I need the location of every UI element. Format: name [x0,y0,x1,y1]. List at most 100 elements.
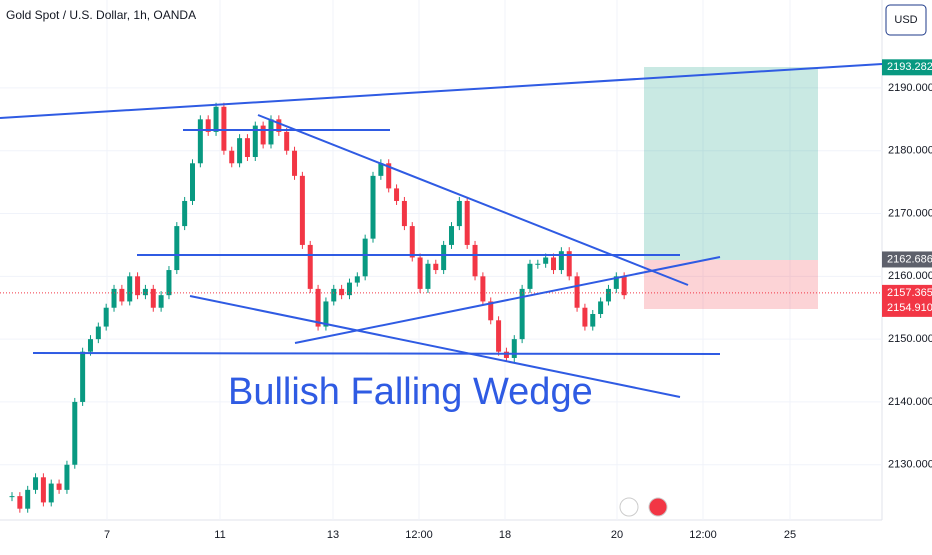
candle [17,496,23,509]
trend-line [189,295,681,398]
candle [127,276,133,302]
time-tick-label: 25 [784,529,796,541]
event-icon[interactable] [619,497,639,517]
candle [582,307,588,327]
candle [590,314,596,327]
price-label-bg [882,59,932,76]
candle [621,276,627,296]
candle [519,288,525,340]
candle [56,483,62,490]
time-tick-label: 13 [327,529,339,541]
candle [401,200,407,227]
candle [87,339,93,352]
candle [409,226,415,258]
price-label: 2154.910 [887,302,932,314]
drawings [0,63,883,398]
candle [111,288,117,308]
candle [158,295,164,308]
candle [135,276,141,296]
trend-line [0,63,883,119]
price-tick-label: 2170.000 [888,207,932,219]
price-label-bg [882,300,932,317]
candle [323,301,329,327]
candle [174,226,180,271]
candle [362,238,368,277]
candle [166,270,172,296]
price-label: 2193.282 [887,61,932,73]
price-label: 2157.365 [887,287,932,299]
price-axis-bg [882,0,932,550]
target-zone [644,67,818,260]
price-tick-label: 2190.000 [888,82,932,94]
candle [480,276,486,302]
symbol-title: Gold Spot / U.S. Dollar, 1h, OANDA [6,8,196,22]
price-label: 2162.686 [887,253,932,265]
candle [339,288,345,296]
time-tick-label: 18 [499,529,511,541]
price-tick-label: 2150.000 [888,333,932,345]
price-label-bg [882,284,932,301]
candle [511,339,517,358]
candle [25,489,31,509]
candle [48,483,54,503]
candle [574,276,580,308]
candle [551,257,557,271]
candle [229,150,235,164]
candle [496,320,502,352]
time-tick-label: 7 [104,529,110,541]
candle [558,251,564,271]
candle [346,282,352,296]
candle [64,464,70,490]
candle [503,351,509,358]
candle [213,106,219,132]
candle [197,119,203,164]
candle [142,288,148,296]
event-icon[interactable] [648,497,668,517]
candle [307,244,313,289]
candle [299,175,305,245]
candle [276,119,282,132]
time-tick-label: 20 [611,529,623,541]
candle [119,288,125,302]
trend-line [257,114,689,286]
candle [472,244,478,277]
time-tick-label: 12:00 [405,529,433,541]
candle [394,188,400,201]
candle [331,288,337,302]
time-tick-label: 12:00 [689,529,717,541]
candle [448,226,454,245]
candle [103,307,109,327]
candle [237,138,243,164]
candle [33,477,39,490]
candle [80,351,86,402]
time-tick-label: 11 [214,529,225,541]
candle [40,477,46,503]
price-tick-label: 2160.000 [888,270,932,282]
currency-button[interactable] [885,4,927,36]
candle [244,138,250,158]
candle [566,251,572,277]
candle [260,125,266,145]
candle [456,200,462,227]
stop-zone [644,260,818,309]
candle [386,163,392,189]
candle [95,326,101,340]
candle [433,263,439,271]
candle [417,257,423,289]
currency-label[interactable]: USD [894,14,917,26]
candle [182,200,188,227]
candle [292,150,298,176]
trend-line [32,352,721,355]
candle [535,263,541,265]
candle [9,496,15,498]
candle [205,119,211,132]
candle [221,106,227,151]
candle [613,276,619,289]
candle [284,131,290,151]
price-tick-label: 2130.000 [888,459,932,471]
candle [464,200,470,245]
price-tick-label: 2180.000 [888,145,932,157]
candle [527,263,533,289]
candle [598,301,604,315]
price-label-bg [882,251,932,268]
